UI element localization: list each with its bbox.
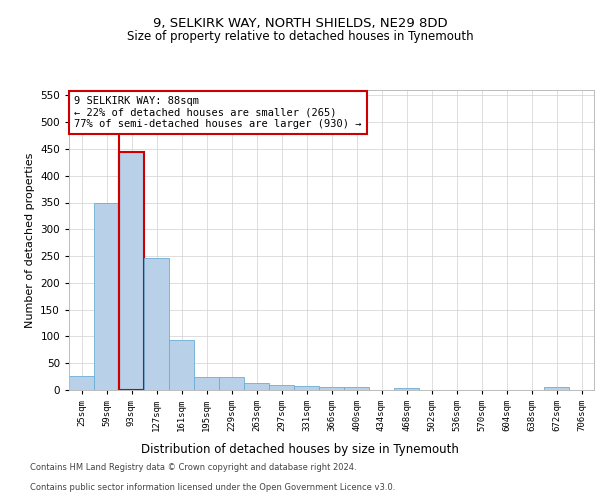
Bar (219, 377, 244, 390)
Bar (394, 388, 419, 390)
Bar (319, 387, 344, 390)
Bar (194, 377, 219, 390)
Bar (544, 388, 569, 390)
Bar (69, 376, 94, 390)
Text: 9 SELKIRK WAY: 88sqm
← 22% of detached houses are smaller (265)
77% of semi-deta: 9 SELKIRK WAY: 88sqm ← 22% of detached h… (74, 96, 362, 129)
Bar (144, 258, 169, 390)
Bar (344, 388, 369, 390)
Bar (294, 386, 319, 390)
Text: Contains public sector information licensed under the Open Government Licence v3: Contains public sector information licen… (30, 484, 395, 492)
Text: Size of property relative to detached houses in Tynemouth: Size of property relative to detached ho… (127, 30, 473, 43)
Text: Distribution of detached houses by size in Tynemouth: Distribution of detached houses by size … (141, 442, 459, 456)
Y-axis label: Number of detached properties: Number of detached properties (25, 152, 35, 328)
Bar (94, 202, 119, 390)
Bar (244, 383, 269, 390)
Bar (169, 340, 194, 390)
Bar (269, 384, 294, 390)
Text: Contains HM Land Registry data © Crown copyright and database right 2024.: Contains HM Land Registry data © Crown c… (30, 464, 356, 472)
Bar (119, 152, 144, 390)
Text: 9, SELKIRK WAY, NORTH SHIELDS, NE29 8DD: 9, SELKIRK WAY, NORTH SHIELDS, NE29 8DD (152, 18, 448, 30)
